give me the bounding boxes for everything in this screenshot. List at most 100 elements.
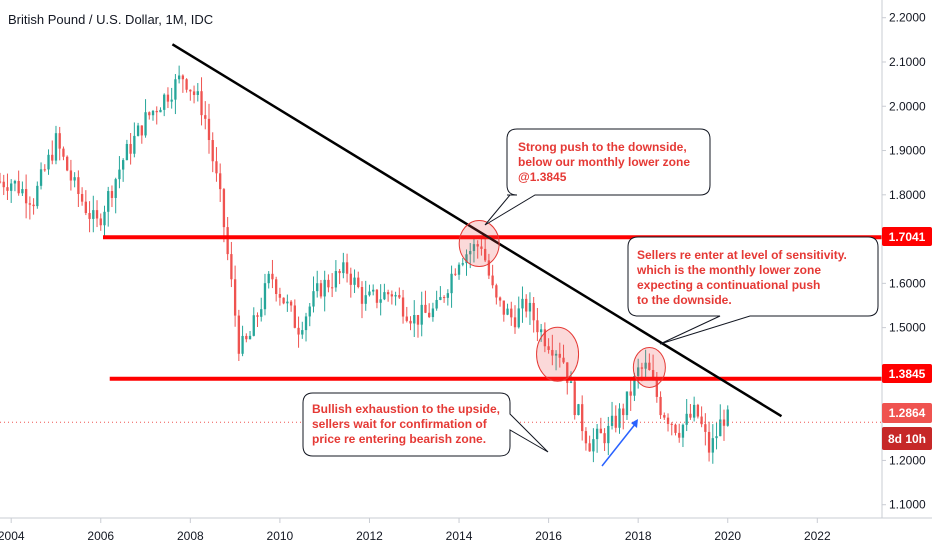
candle-body: [484, 248, 487, 261]
candle-body: [428, 312, 431, 318]
candle-body: [584, 431, 588, 444]
candle-body: [316, 283, 319, 292]
candle-body: [338, 271, 341, 274]
candle-body: [588, 443, 591, 452]
candle-body: [618, 408, 621, 428]
candle-body: [181, 75, 185, 80]
candle-body: [383, 292, 386, 300]
candle-body: [245, 335, 248, 340]
candle-body: [599, 428, 603, 434]
candle-body: [95, 210, 99, 219]
candle-body: [166, 94, 170, 102]
candle-body: [196, 91, 199, 95]
candle-body: [431, 308, 435, 318]
candle-body: [547, 346, 550, 350]
current-price-tag: 1.2864 8d 10h: [882, 403, 932, 450]
candle-body: [368, 291, 371, 296]
candle-body: [215, 161, 218, 174]
candle-body: [73, 177, 76, 181]
candle-body: [506, 308, 509, 315]
candle-body: [357, 277, 360, 287]
price-axis[interactable]: 1.10001.20001.30001.40001.50001.60001.70…: [882, 11, 926, 512]
level-tag-2-label: 1.3845: [889, 367, 926, 381]
callout-strong-push-line-2: below our monthly lower zone: [518, 155, 690, 169]
candle-body: [457, 264, 461, 275]
candle-body: [66, 156, 69, 171]
candle-body: [43, 169, 46, 171]
candle-body: [252, 315, 255, 336]
candle-body: [678, 432, 681, 438]
candle-body: [200, 91, 203, 116]
time-tick-label: 2010: [267, 529, 294, 543]
time-tick-label: 2014: [446, 529, 473, 543]
candle-body: [207, 118, 211, 141]
candle-body: [293, 305, 296, 328]
callout-bullish-exhaustion[interactable]: Bullish exhaustion to the upside, seller…: [302, 392, 549, 457]
callout-sellers-line-3: expecting a continuational push: [637, 278, 820, 292]
candle-body: [136, 125, 140, 136]
candle-body: [219, 173, 222, 190]
callout-bullish-line-2: sellers wait for confirmation of: [312, 417, 488, 431]
callout-sellers-reenter[interactable]: Sellers re enter at level of sensitivity…: [627, 236, 879, 345]
candle-body: [286, 301, 289, 304]
candle-body: [84, 201, 87, 214]
candle-body: [398, 295, 401, 298]
callout-strong-push[interactable]: Strong push to the downside, below our m…: [484, 128, 711, 226]
callout-strong-push-line-1: Strong push to the downside,: [518, 140, 687, 154]
candle-body: [439, 297, 442, 300]
candle-body: [233, 279, 237, 316]
candle-body: [454, 273, 457, 275]
candle-body: [62, 148, 65, 157]
candle-body: [0, 181, 2, 183]
chart-title: British Pound / U.S. Dollar, 1M, IDC: [8, 12, 213, 27]
blue-arrow-line: [601, 422, 637, 467]
price-tick-label: 2.1000: [889, 55, 926, 69]
candle-body: [577, 404, 580, 416]
level-tag-1-label: 1.7041: [889, 230, 926, 244]
candle-body: [491, 275, 494, 286]
candle-body: [644, 362, 647, 369]
candles-group: [0, 65, 729, 464]
candle-body: [689, 413, 692, 418]
current-price-label: 1.2864: [889, 406, 926, 420]
candle-body: [159, 109, 162, 113]
callout-sellers-line-1: Sellers re enter at level of sensitivity…: [637, 248, 847, 262]
current-price-tag-bg: [882, 403, 932, 423]
candle-body: [607, 425, 610, 444]
candle-body: [372, 289, 375, 292]
candle-body: [513, 317, 517, 328]
price-tick-label: 1.8000: [889, 188, 926, 202]
candle-body: [51, 154, 54, 161]
candle-body: [28, 203, 32, 205]
candle-body: [416, 314, 420, 325]
price-tick-label: 2.0000: [889, 99, 926, 113]
candle-body: [88, 213, 91, 219]
candle-body: [629, 391, 632, 396]
time-tick-label: 2016: [535, 529, 562, 543]
candle-body: [13, 180, 17, 184]
candle-body: [275, 279, 278, 295]
candle-body: [155, 110, 158, 113]
candle-body: [719, 419, 722, 437]
time-tick-label: 2004: [0, 529, 25, 543]
callout-bullish-box: [302, 392, 549, 457]
candle-body: [312, 291, 315, 307]
time-axis[interactable]: 2004 2006 2008 2010 2012 2014 2016 2018 2020 2022: [0, 518, 831, 543]
time-tick-label: 2008: [177, 529, 204, 543]
candle-body: [32, 204, 35, 207]
candle-body: [480, 246, 483, 249]
level-tag-1-bg: [882, 227, 932, 246]
countdown-label: 8d 10h: [888, 432, 926, 446]
candle-body: [469, 251, 472, 255]
candle-body: [189, 89, 192, 92]
downtrend-line[interactable]: [171, 43, 783, 418]
candle-body: [495, 285, 498, 298]
candle-body: [622, 408, 625, 416]
candle-body: [77, 177, 80, 195]
highlight-circle-1: [458, 220, 500, 268]
candle-body: [401, 297, 405, 317]
candle-body: [282, 297, 285, 304]
candle-body: [364, 295, 367, 304]
candle-body: [129, 143, 132, 154]
